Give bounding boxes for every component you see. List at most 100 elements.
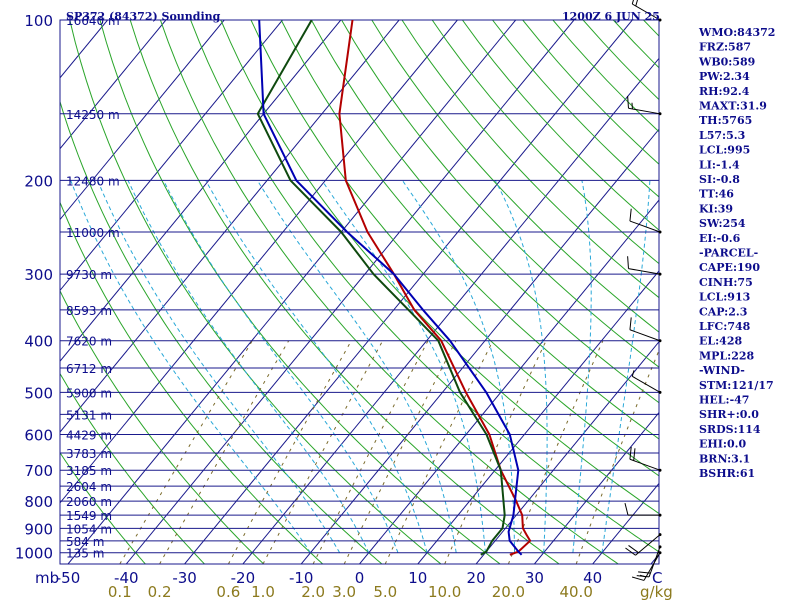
wind-barb-shaft [629, 329, 661, 342]
pressure-tick-label: 800 [24, 493, 53, 511]
sounding-index: L57:5.3 [699, 129, 745, 142]
dry-adiabat-line [310, 20, 659, 404]
pressure-tick-label: 400 [24, 333, 53, 351]
isotherm-line [60, 20, 342, 362]
isotherm-line [359, 199, 659, 564]
mixing-ratio-labels: 0.1 0.2 0.6 1.0 2.0 3.0 5.0 10.0 20.0 40.0 [108, 583, 593, 600]
dry-adiabat-line [69, 20, 442, 564]
mixing-ratio-tick-label: 3.0 [332, 583, 356, 600]
dry-adiabat-line [371, 20, 659, 333]
pressure-tick-label: 200 [24, 172, 53, 190]
pressure-tick-label: 900 [24, 520, 53, 538]
isotherm-line [60, 20, 167, 150]
height-level-label: 135 m [66, 547, 104, 561]
height-level-label: 5900 m [66, 386, 112, 400]
mixing-ratio-tick-label: 40.0 [559, 583, 592, 600]
temperature-unit-label: C [652, 569, 662, 587]
dewpoint-profile-line [256, 20, 506, 556]
wind-barb-feather [627, 95, 629, 109]
height-level-label: 6712 m [66, 362, 112, 376]
moist-adiabat-line [401, 180, 515, 553]
wind-barb-feather [627, 256, 629, 269]
sounding-index: SHR+:0.0 [699, 408, 759, 421]
wind-barbs [624, 0, 662, 581]
temperature-profile-line [338, 20, 532, 556]
pressure-tick-label: 300 [24, 266, 53, 284]
pressure-tick-label: 600 [24, 427, 53, 445]
wind-barb-feather [629, 446, 632, 460]
dry-adiabat-line [431, 20, 659, 265]
isotherm-line [60, 20, 458, 504]
temperature-tick-label: -50 [56, 569, 81, 587]
mixing-ratio-tick-label: 1.0 [251, 583, 275, 600]
temperature-tick-label: 20 [467, 569, 486, 587]
height-labels: 16640 m 14250 m 12480 m 11000 m 9730 m 8593 m… [66, 14, 120, 561]
sounding-index: STM:121/17 [699, 379, 774, 392]
wind-barb-shaft [632, 3, 661, 21]
sounding-index: SW:254 [699, 217, 746, 230]
dry-adiabat-lines [60, 20, 659, 564]
height-level-label: 5131 m [66, 408, 112, 422]
sounding-index: TT:46 [699, 188, 734, 201]
height-level-label: 8593 m [66, 304, 112, 318]
sounding-index: FRZ:587 [699, 41, 751, 54]
isotherm-line [67, 20, 517, 564]
height-level-label: 16640 m [66, 14, 120, 28]
pressure-tick-label: 1000 [15, 545, 53, 563]
dry-adiabat-line [190, 20, 659, 553]
wind-barb [627, 95, 662, 116]
sounding-index: RH:92.4 [699, 85, 750, 98]
wind-barb-base [658, 390, 662, 394]
height-level-label: 9730 m [66, 268, 112, 282]
wind-barb-shaft [635, 534, 661, 556]
chart-valid-time: 1200Z 6 JUN 25 [562, 10, 660, 23]
wind-barb-shaft [648, 546, 661, 578]
isotherm-line [475, 340, 659, 564]
wind-barb-shaft [628, 107, 661, 115]
wind-barb-base [658, 112, 662, 116]
height-level-label: 14250 m [66, 108, 120, 122]
sounding-index: WB0:589 [698, 55, 755, 68]
temperature-tick-label: -30 [172, 569, 197, 587]
wind-barb-feather [629, 317, 632, 330]
pressure-unit-label: mb [35, 569, 59, 587]
wind-barb-feather [638, 571, 651, 574]
wind-barb-shaft [643, 552, 661, 581]
chart-title: SP372 (84372) Sounding [66, 10, 221, 23]
isotherm-line [417, 270, 659, 564]
wind-barb [629, 317, 662, 343]
wind-barb [627, 256, 662, 276]
dry-adiabat-line [60, 372, 205, 564]
mixing-ratio-unit-label: g/kg [640, 583, 673, 600]
sounding-index: CAP:2.3 [699, 305, 747, 318]
sounding-index: CAPE:190 [699, 261, 760, 274]
temperature-tick-label: -10 [289, 569, 314, 587]
mixing-ratio-lines [119, 340, 659, 564]
height-level-label: 1549 m [66, 509, 112, 523]
sounding-index: BSHR:61 [699, 467, 755, 480]
sounding-index: EL:428 [699, 335, 742, 348]
wind-barb-base [658, 18, 662, 22]
pressure-tick-label: 100 [24, 12, 53, 30]
mixing-ratio-tick-label: 20.0 [492, 583, 525, 600]
isotherm-line [60, 20, 283, 292]
dry-adiabat-line [159, 20, 619, 564]
mixing-ratio-line [227, 340, 352, 564]
isotherm-line [534, 411, 659, 564]
sounding-index: EI:-0.6 [699, 232, 741, 245]
wind-barb-base [658, 230, 662, 234]
moist-adiabat-line [97, 180, 341, 553]
sounding-index: SRDS:114 [699, 423, 761, 436]
wind-barb [631, 0, 662, 22]
dry-adiabat-line [341, 20, 659, 368]
sounding-index: MPL:228 [699, 349, 755, 362]
temperature-tick-label: 10 [408, 569, 427, 587]
wind-barb-feather [624, 502, 629, 516]
wind-barb-feather [629, 208, 632, 222]
dry-adiabat-line [60, 100, 383, 564]
pressure-tick-label: 700 [24, 462, 53, 480]
mixing-ratio-tick-label: 0.6 [216, 583, 240, 600]
height-level-label: 3783 m [66, 447, 112, 461]
dry-adiabat-line [129, 20, 560, 564]
